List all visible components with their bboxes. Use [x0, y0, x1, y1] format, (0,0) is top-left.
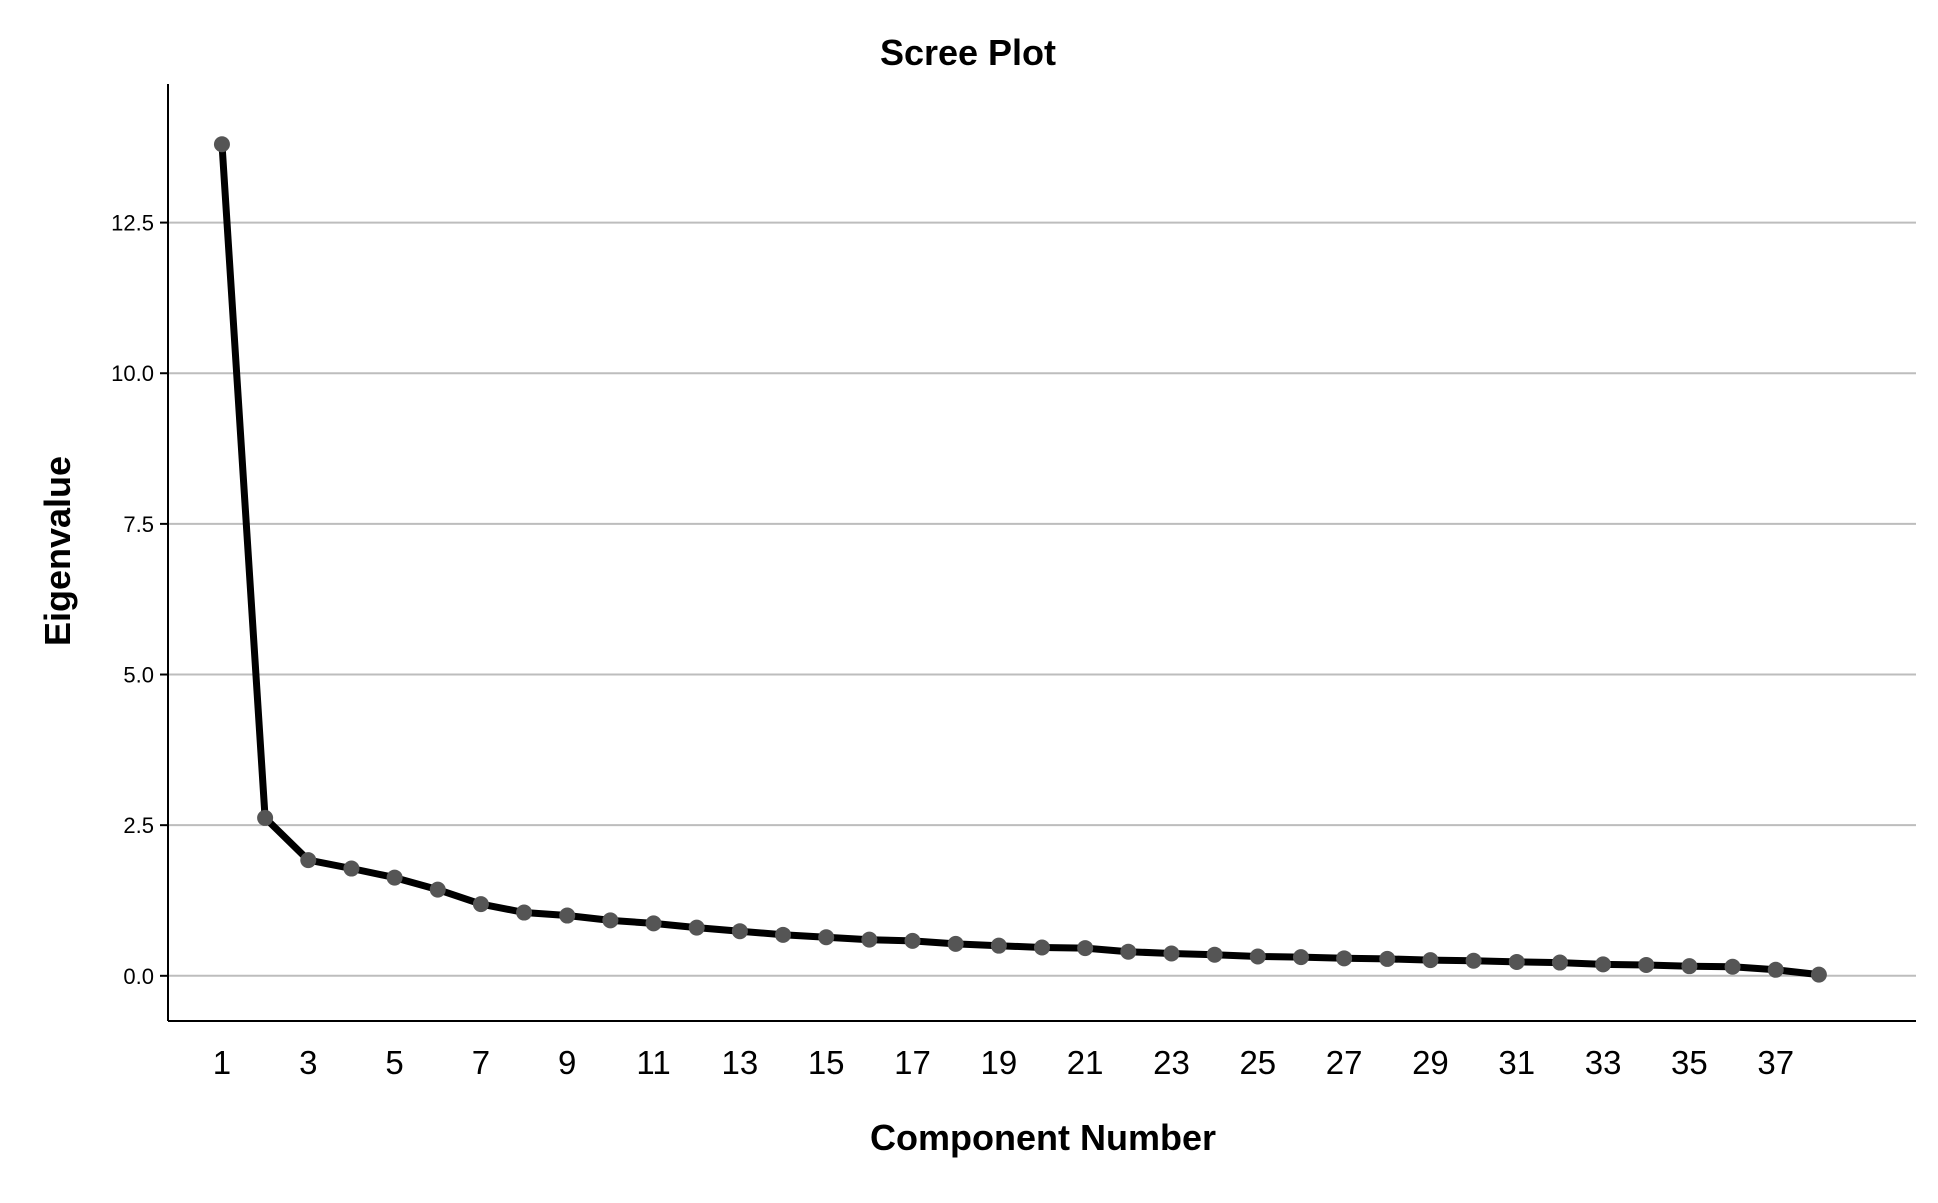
chart-title: Scree Plot — [880, 32, 1056, 73]
x-tick-label: 13 — [722, 1044, 759, 1081]
y-tick-label: 7.5 — [123, 512, 154, 537]
x-tick-label: 7 — [472, 1044, 490, 1081]
data-point — [1034, 939, 1050, 956]
data-points — [213, 136, 1827, 983]
y-tick-labels: 0.0 2.5 5.0 7.5 10.0 12.5 — [111, 211, 168, 989]
data-point — [904, 932, 921, 949]
data-point — [645, 915, 662, 932]
x-tick-label: 5 — [385, 1044, 403, 1081]
data-point — [1465, 952, 1482, 969]
y-tick-label: 5.0 — [123, 663, 154, 688]
y-tick-label: 12.5 — [111, 211, 154, 236]
data-point — [213, 136, 230, 153]
data-point — [343, 860, 360, 877]
x-tick-label: 29 — [1412, 1044, 1449, 1081]
x-tick-label: 37 — [1757, 1044, 1794, 1081]
data-point — [1292, 949, 1309, 966]
data-point — [559, 907, 576, 924]
x-tick-label: 15 — [808, 1044, 845, 1081]
x-tick-label: 35 — [1671, 1044, 1708, 1081]
data-point — [1379, 950, 1396, 967]
y-tick-label: 10.0 — [111, 361, 154, 386]
series-line-layer — [218, 140, 1823, 979]
y-tick-label: 0.0 — [123, 964, 154, 989]
data-point — [818, 929, 835, 946]
data-point — [386, 869, 403, 886]
data-point — [1638, 956, 1655, 973]
data-point — [1206, 946, 1223, 963]
data-point — [1336, 950, 1353, 967]
data-point — [472, 896, 489, 913]
axes — [167, 84, 1916, 1022]
data-point — [300, 852, 317, 869]
y-tick-label: 2.5 — [123, 813, 154, 838]
x-axis-title: Component Number — [870, 1117, 1216, 1158]
x-tick-label: 21 — [1067, 1044, 1104, 1081]
x-tick-label: 27 — [1326, 1044, 1363, 1081]
x-tick-label: 11 — [636, 1044, 670, 1081]
x-tick-label: 25 — [1239, 1044, 1276, 1081]
data-point — [990, 937, 1007, 954]
data-point — [1077, 940, 1094, 957]
data-point — [516, 904, 533, 921]
data-point — [1249, 948, 1266, 965]
data-point — [1120, 943, 1137, 960]
x-tick-label: 19 — [980, 1044, 1017, 1081]
data-point — [1508, 953, 1525, 970]
data-point — [257, 809, 274, 826]
x-tick-label: 31 — [1498, 1044, 1535, 1081]
x-tick-label: 9 — [558, 1044, 576, 1081]
data-point — [1810, 966, 1827, 983]
data-point — [1595, 956, 1612, 973]
x-tick-label: 33 — [1585, 1044, 1622, 1081]
series-line — [218, 140, 1823, 979]
data-point — [775, 926, 792, 943]
data-point — [1163, 945, 1180, 962]
x-tick-label: 23 — [1153, 1044, 1190, 1081]
data-point — [947, 935, 964, 952]
data-point — [1551, 954, 1568, 971]
y-axis-title: Eigenvalue — [37, 456, 78, 646]
data-point — [688, 919, 705, 936]
data-point — [1724, 958, 1741, 975]
data-point — [1422, 952, 1439, 969]
x-tick-label: 3 — [299, 1044, 317, 1081]
x-tick-labels: 1 3 5 7 9 11 13 15 17 19 21 23 25 27 29 31 33 35 37 — [213, 1044, 1794, 1081]
data-point — [1681, 958, 1698, 975]
x-tick-label: 1 — [213, 1044, 231, 1081]
data-point — [1767, 961, 1784, 978]
grid-lines — [168, 221, 1916, 977]
data-point — [429, 881, 446, 898]
data-point — [861, 931, 878, 948]
x-tick-label: 17 — [894, 1044, 931, 1081]
data-point — [602, 912, 619, 929]
data-point — [731, 923, 748, 940]
